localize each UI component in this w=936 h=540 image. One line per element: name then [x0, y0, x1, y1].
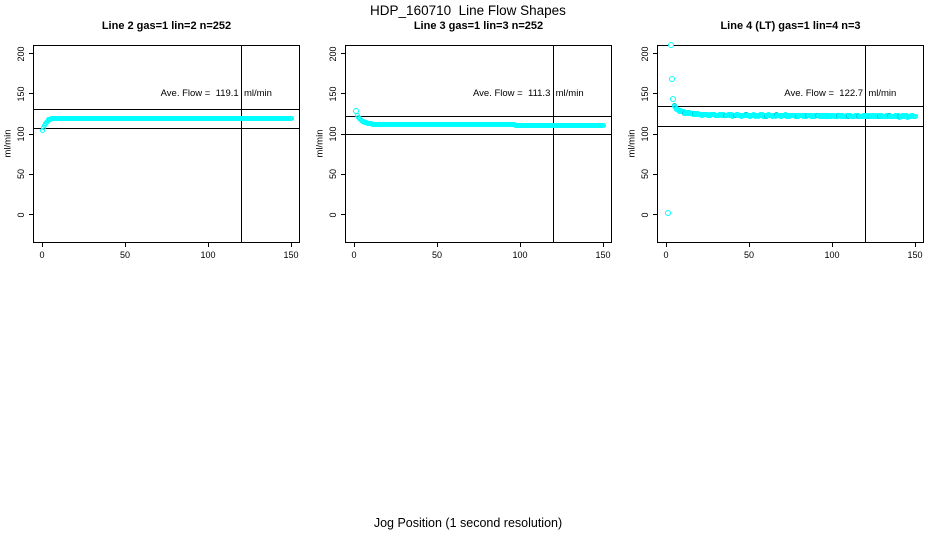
x-tick	[41, 243, 43, 247]
ave-flow-annotation: Ave. Flow = 111.3 ml/min	[472, 87, 584, 99]
plot-area	[345, 45, 612, 243]
y-tick-label: 100	[16, 126, 26, 142]
outlier-point	[668, 41, 674, 48]
ref-line-lower	[33, 128, 300, 130]
x-tick-label: 50	[119, 250, 130, 260]
y-axis-label: ml/min	[626, 129, 638, 158]
x-tick-label: 150	[283, 250, 299, 260]
x-tick-label: 0	[663, 250, 669, 260]
y-tick-label: 0	[16, 212, 26, 218]
outlier-point	[669, 95, 676, 102]
y-tick-label: 200	[328, 45, 338, 62]
x-tick	[207, 243, 209, 247]
y-tick	[341, 93, 345, 95]
panel-line-4: Line 4 (LT) gas=1 lin=4 n=3 ml/min 0 50 10…	[624, 0, 936, 270]
x-tick	[519, 243, 521, 247]
y-tick	[653, 173, 657, 175]
plot-area	[33, 45, 300, 243]
main-title: HDP_160710 Line Flow Shapes	[370, 3, 566, 18]
y-tick	[341, 214, 345, 215]
y-axis-label: ml/min	[2, 129, 14, 158]
panel-title: Line 4 (LT) gas=1 lin=4 n=3	[720, 20, 861, 32]
y-tick	[29, 53, 33, 54]
position-marker-line	[865, 45, 867, 243]
x-tick-label: 0	[39, 250, 45, 260]
y-axis-label: ml/min	[314, 129, 326, 158]
x-tick	[602, 243, 604, 247]
ave-flow-annotation: Ave. Flow = 119.1 ml/min	[160, 87, 272, 99]
y-tick-label: 0	[328, 212, 338, 218]
y-tick-label: 50	[328, 169, 338, 180]
y-tick	[653, 133, 657, 135]
x-tick-label: 100	[512, 250, 528, 260]
outlier-point	[352, 108, 359, 115]
data-point	[288, 115, 294, 121]
x-tick-label: 150	[595, 250, 611, 260]
y-tick-label: 50	[640, 169, 650, 180]
x-tick-label: 0	[351, 250, 357, 260]
y-tick	[341, 53, 345, 54]
ref-line-lower	[345, 133, 612, 135]
y-tick	[341, 133, 345, 135]
y-tick	[653, 53, 657, 54]
panel-line-2: Line 2 gas=1 lin=2 n=252 ml/min 0 50 100 15…	[0, 0, 312, 270]
y-tick-label: 200	[16, 45, 26, 62]
ref-line-lower	[657, 125, 924, 127]
x-tick	[748, 243, 750, 247]
x-tick	[831, 243, 833, 247]
y-tick	[29, 214, 33, 215]
y-tick	[29, 133, 33, 135]
y-tick-label: 200	[640, 45, 650, 62]
ref-line-upper	[345, 116, 612, 117]
outlier-point	[664, 209, 671, 216]
y-tick	[653, 93, 657, 95]
x-axis-label: Jog Position (1 second resolution)	[373, 516, 563, 530]
x-tick-label: 50	[743, 250, 754, 260]
y-tick	[653, 214, 657, 215]
data-point	[912, 113, 918, 119]
y-tick-label: 50	[16, 169, 26, 180]
y-tick-label: 0	[640, 212, 650, 218]
x-tick	[353, 243, 355, 247]
x-tick	[290, 243, 292, 247]
plot-area	[657, 45, 924, 243]
panel-title: Line 2 gas=1 lin=2 n=252	[101, 20, 232, 32]
y-tick-label: 100	[328, 126, 338, 142]
y-tick-label: 150	[640, 86, 650, 102]
y-tick-label: 150	[16, 86, 26, 102]
panel-line-3: Line 3 gas=1 lin=3 n=252 ml/min 0 50 100 15…	[312, 0, 624, 270]
ave-flow-annotation: Ave. Flow = 122.7 ml/min	[784, 87, 897, 99]
y-tick	[29, 173, 33, 175]
y-tick-label: 100	[640, 126, 650, 142]
position-marker-line	[241, 45, 243, 243]
x-tick	[124, 243, 126, 247]
outlier-point	[668, 76, 675, 83]
panel-title: Line 3 gas=1 lin=3 n=252	[413, 20, 544, 32]
y-tick	[341, 173, 345, 175]
x-tick-label: 100	[824, 250, 840, 260]
x-tick-label: 100	[200, 250, 216, 260]
x-tick	[436, 243, 438, 247]
x-tick	[665, 243, 667, 247]
data-point	[600, 122, 606, 128]
position-marker-line	[553, 45, 555, 243]
ref-line-upper	[657, 105, 924, 107]
x-tick-label: 50	[431, 250, 442, 260]
x-tick-label: 150	[907, 250, 923, 260]
y-tick	[29, 93, 33, 95]
x-tick	[914, 243, 916, 247]
ref-line-upper	[33, 109, 300, 110]
y-tick-label: 150	[328, 86, 338, 102]
